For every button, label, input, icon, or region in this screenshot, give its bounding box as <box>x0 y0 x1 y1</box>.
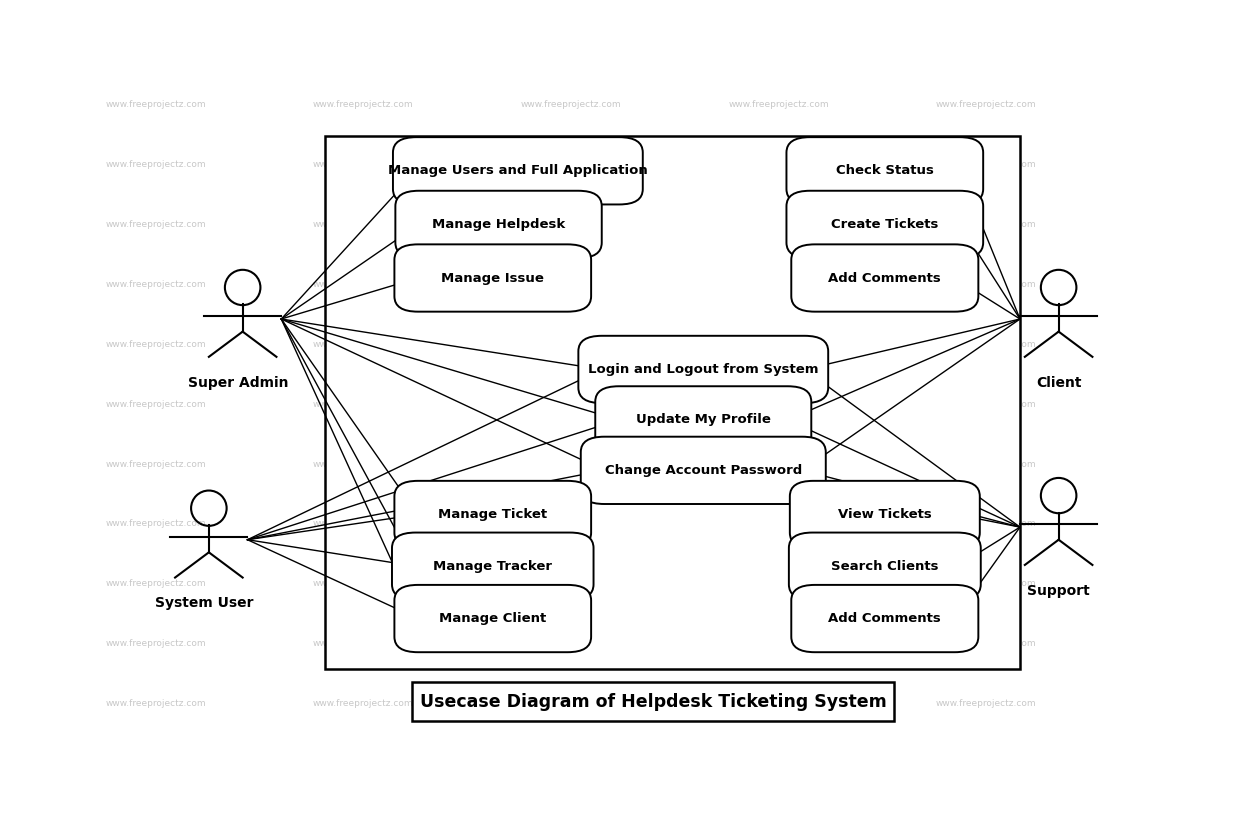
Text: www.freeprojectz.com: www.freeprojectz.com <box>313 459 414 468</box>
Text: www.freeprojectz.com: www.freeprojectz.com <box>521 640 622 649</box>
Text: Update My Profile: Update My Profile <box>635 414 771 427</box>
Text: www.freeprojectz.com: www.freeprojectz.com <box>936 640 1037 649</box>
Text: www.freeprojectz.com: www.freeprojectz.com <box>106 220 206 229</box>
Text: www.freeprojectz.com: www.freeprojectz.com <box>521 280 622 289</box>
Text: www.freeprojectz.com: www.freeprojectz.com <box>521 160 622 169</box>
Text: www.freeprojectz.com: www.freeprojectz.com <box>521 579 622 588</box>
Text: www.freeprojectz.com: www.freeprojectz.com <box>313 220 414 229</box>
Text: www.freeprojectz.com: www.freeprojectz.com <box>728 220 829 229</box>
Text: www.freeprojectz.com: www.freeprojectz.com <box>313 280 414 289</box>
FancyBboxPatch shape <box>578 336 829 403</box>
Text: www.freeprojectz.com: www.freeprojectz.com <box>936 220 1037 229</box>
Text: www.freeprojectz.com: www.freeprojectz.com <box>521 100 622 109</box>
Text: www.freeprojectz.com: www.freeprojectz.com <box>728 459 829 468</box>
FancyBboxPatch shape <box>786 191 983 258</box>
Text: Check Status: Check Status <box>836 165 933 177</box>
Text: www.freeprojectz.com: www.freeprojectz.com <box>728 100 829 109</box>
FancyBboxPatch shape <box>790 481 979 548</box>
Text: www.freeprojectz.com: www.freeprojectz.com <box>521 400 622 409</box>
Text: www.freeprojectz.com: www.freeprojectz.com <box>313 400 414 409</box>
Text: www.freeprojectz.com: www.freeprojectz.com <box>106 340 206 349</box>
Text: www.freeprojectz.com: www.freeprojectz.com <box>313 340 414 349</box>
FancyBboxPatch shape <box>392 532 593 600</box>
Text: www.freeprojectz.com: www.freeprojectz.com <box>313 640 414 649</box>
Text: www.freeprojectz.com: www.freeprojectz.com <box>521 340 622 349</box>
Text: Search Clients: Search Clients <box>831 559 938 572</box>
Text: www.freeprojectz.com: www.freeprojectz.com <box>728 579 829 588</box>
Text: Manage Tracker: Manage Tracker <box>434 559 552 572</box>
FancyBboxPatch shape <box>596 387 811 454</box>
FancyBboxPatch shape <box>411 682 895 722</box>
FancyBboxPatch shape <box>791 585 978 652</box>
FancyBboxPatch shape <box>581 437 826 504</box>
Text: www.freeprojectz.com: www.freeprojectz.com <box>521 699 622 708</box>
Text: www.freeprojectz.com: www.freeprojectz.com <box>313 100 414 109</box>
Text: www.freeprojectz.com: www.freeprojectz.com <box>728 400 829 409</box>
Text: Manage Issue: Manage Issue <box>441 272 545 284</box>
Text: www.freeprojectz.com: www.freeprojectz.com <box>728 280 829 289</box>
Text: Manage Ticket: Manage Ticket <box>439 508 547 521</box>
Text: www.freeprojectz.com: www.freeprojectz.com <box>313 160 414 169</box>
Text: Client: Client <box>1035 376 1082 390</box>
Text: www.freeprojectz.com: www.freeprojectz.com <box>936 579 1037 588</box>
Text: www.freeprojectz.com: www.freeprojectz.com <box>106 160 206 169</box>
Text: www.freeprojectz.com: www.freeprojectz.com <box>728 640 829 649</box>
Text: www.freeprojectz.com: www.freeprojectz.com <box>728 160 829 169</box>
FancyBboxPatch shape <box>789 532 981 600</box>
Text: Add Comments: Add Comments <box>829 612 941 625</box>
FancyBboxPatch shape <box>392 137 643 205</box>
Text: Manage Users and Full Application: Manage Users and Full Application <box>388 165 648 177</box>
Text: www.freeprojectz.com: www.freeprojectz.com <box>936 519 1037 528</box>
FancyBboxPatch shape <box>791 244 978 312</box>
Text: www.freeprojectz.com: www.freeprojectz.com <box>936 280 1037 289</box>
Text: System User: System User <box>155 596 253 610</box>
Text: www.freeprojectz.com: www.freeprojectz.com <box>936 160 1037 169</box>
Text: www.freeprojectz.com: www.freeprojectz.com <box>728 699 829 708</box>
Text: www.freeprojectz.com: www.freeprojectz.com <box>106 640 206 649</box>
Text: Super Admin: Super Admin <box>188 376 288 390</box>
Text: www.freeprojectz.com: www.freeprojectz.com <box>936 459 1037 468</box>
Text: Change Account Password: Change Account Password <box>604 464 802 477</box>
Text: www.freeprojectz.com: www.freeprojectz.com <box>106 400 206 409</box>
Text: www.freeprojectz.com: www.freeprojectz.com <box>106 459 206 468</box>
Text: www.freeprojectz.com: www.freeprojectz.com <box>106 519 206 528</box>
Text: Create Tickets: Create Tickets <box>831 218 938 231</box>
Text: www.freeprojectz.com: www.freeprojectz.com <box>521 220 622 229</box>
Text: Login and Logout from System: Login and Logout from System <box>588 363 819 376</box>
Text: Usecase Diagram of Helpdesk Ticketing System: Usecase Diagram of Helpdesk Ticketing Sy… <box>420 693 886 711</box>
Text: View Tickets: View Tickets <box>839 508 932 521</box>
Text: www.freeprojectz.com: www.freeprojectz.com <box>313 519 414 528</box>
FancyBboxPatch shape <box>395 585 591 652</box>
Text: www.freeprojectz.com: www.freeprojectz.com <box>106 579 206 588</box>
Text: www.freeprojectz.com: www.freeprojectz.com <box>313 579 414 588</box>
Text: Support: Support <box>1027 584 1090 598</box>
Text: Manage Client: Manage Client <box>439 612 547 625</box>
Text: www.freeprojectz.com: www.freeprojectz.com <box>936 100 1037 109</box>
Text: www.freeprojectz.com: www.freeprojectz.com <box>936 699 1037 708</box>
Text: www.freeprojectz.com: www.freeprojectz.com <box>936 340 1037 349</box>
FancyBboxPatch shape <box>395 244 591 312</box>
Text: www.freeprojectz.com: www.freeprojectz.com <box>106 699 206 708</box>
Text: www.freeprojectz.com: www.freeprojectz.com <box>728 519 829 528</box>
Text: www.freeprojectz.com: www.freeprojectz.com <box>521 519 622 528</box>
FancyBboxPatch shape <box>786 137 983 205</box>
Text: Add Comments: Add Comments <box>829 272 941 284</box>
Text: www.freeprojectz.com: www.freeprojectz.com <box>521 459 622 468</box>
Text: www.freeprojectz.com: www.freeprojectz.com <box>728 340 829 349</box>
Text: www.freeprojectz.com: www.freeprojectz.com <box>106 280 206 289</box>
FancyBboxPatch shape <box>395 481 591 548</box>
Text: www.freeprojectz.com: www.freeprojectz.com <box>936 400 1037 409</box>
FancyBboxPatch shape <box>325 136 1020 669</box>
Text: Manage Helpdesk: Manage Helpdesk <box>432 218 566 231</box>
Text: www.freeprojectz.com: www.freeprojectz.com <box>313 699 414 708</box>
Text: www.freeprojectz.com: www.freeprojectz.com <box>106 100 206 109</box>
FancyBboxPatch shape <box>395 191 602 258</box>
